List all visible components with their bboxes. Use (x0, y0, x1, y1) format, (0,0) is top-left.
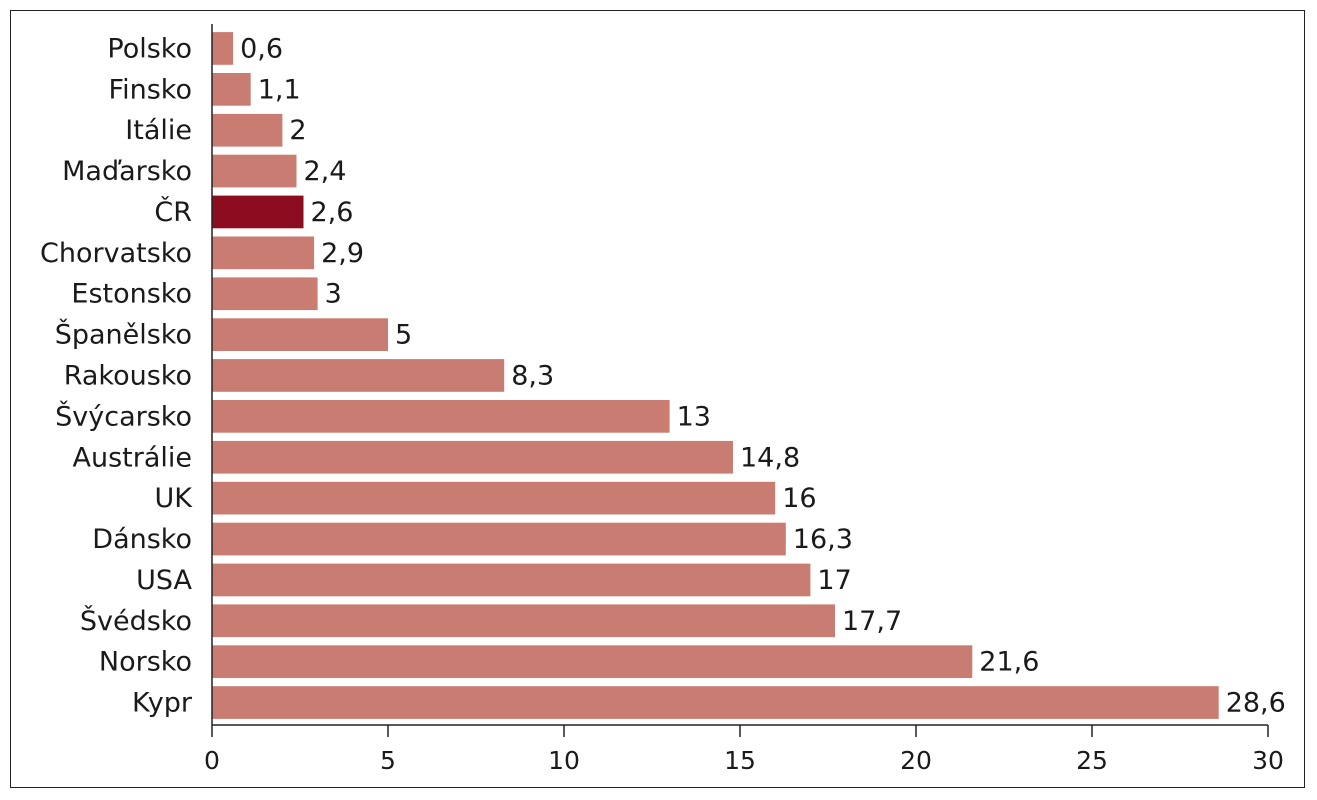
category-label: Rakousko (64, 361, 192, 392)
category-label: Španělsko (55, 319, 192, 351)
x-tick-label: 15 (724, 746, 756, 775)
value-label: 13 (677, 401, 711, 432)
category-label: Chorvatsko (40, 238, 192, 269)
bar-13 (212, 563, 811, 597)
value-label: 21,6 (979, 647, 1039, 678)
value-label: 28,6 (1226, 688, 1286, 719)
bar-2 (212, 113, 283, 147)
category-label: Dánsko (92, 524, 192, 555)
value-label: 1,1 (258, 74, 301, 105)
value-label: 3 (325, 279, 342, 310)
value-label: 5 (395, 320, 412, 351)
category-label: Itálie (125, 115, 192, 146)
value-label: 2,4 (304, 156, 347, 187)
value-label: 0,6 (240, 33, 283, 64)
bar-7 (212, 318, 388, 351)
value-label: 17 (817, 565, 851, 596)
category-label: Maďarsko (62, 156, 192, 187)
bar-8 (212, 359, 505, 392)
bar-1 (212, 73, 251, 106)
bar-3 (212, 154, 297, 188)
value-label: 14,8 (740, 442, 800, 473)
category-label: Kypr (132, 688, 193, 719)
category-label: Norsko (99, 647, 192, 678)
category-label: Austrálie (73, 442, 193, 473)
x-tick-label: 0 (204, 746, 220, 775)
x-tick-label: 20 (900, 746, 932, 775)
bar-4 (212, 195, 304, 229)
category-label: Finsko (109, 74, 192, 105)
bar-0 (212, 32, 234, 65)
bar-15 (212, 645, 973, 678)
category-label: Polsko (107, 33, 192, 64)
x-tick-label: 30 (1252, 746, 1284, 775)
x-tick-label: 10 (548, 746, 580, 775)
value-label: 2 (289, 115, 306, 146)
category-label: Švýcarsko (55, 400, 192, 432)
x-tick-label: 25 (1076, 746, 1108, 775)
bar-16 (212, 686, 1219, 719)
bar-14 (212, 604, 835, 638)
value-label: 2,6 (311, 197, 354, 228)
category-label: Švédsko (80, 605, 192, 637)
value-label: 16,3 (793, 524, 853, 555)
category-label: UK (155, 483, 194, 514)
value-label: 16 (782, 483, 816, 514)
category-label: USA (136, 565, 192, 596)
category-label: ČR (154, 196, 192, 228)
bar-9 (212, 400, 670, 433)
category-label: Estonsko (71, 279, 192, 310)
bar-6 (212, 277, 318, 311)
x-tick-label: 5 (380, 746, 396, 775)
value-label: 2,9 (321, 238, 364, 269)
bar-5 (212, 236, 315, 270)
value-label: 17,7 (842, 606, 902, 637)
bar-11 (212, 481, 776, 515)
bar-10 (212, 440, 733, 474)
bar-12 (212, 522, 786, 556)
value-label: 8,3 (511, 361, 554, 392)
